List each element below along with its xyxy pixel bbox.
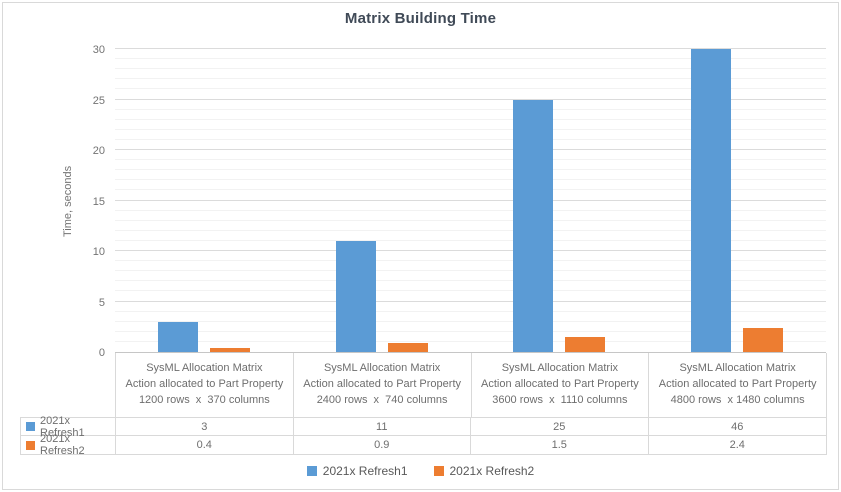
bar-series2-group1 — [209, 347, 250, 352]
minor-gridline — [115, 58, 826, 60]
major-gridline — [115, 250, 826, 251]
minor-gridline — [115, 118, 826, 120]
table-value-series2-group2: 0.9 — [294, 436, 471, 454]
minor-gridline — [115, 169, 826, 171]
bar-series1-group3 — [513, 99, 554, 352]
data-table: 2021x Refresh1 3 11 25 46 2021x Refresh2 0.4 0.… — [20, 414, 827, 457]
legend-label: 2021x Refresh2 — [449, 464, 535, 478]
major-gridline — [115, 149, 826, 150]
legend-label: 2021x Refresh1 — [322, 464, 408, 478]
table-value-series1-group3: 25 — [471, 418, 649, 436]
category-label-4: SysML Allocation Matrix Action allocated … — [649, 353, 827, 417]
x-axis-category-labels: SysML Allocation Matrix Action allocated … — [115, 353, 827, 417]
minor-gridline — [115, 159, 826, 161]
bar-series2-group2 — [387, 342, 428, 352]
minor-gridline — [115, 68, 826, 70]
legend-item-series2: 2021x Refresh2 — [433, 464, 535, 478]
table-value-series1-group1: 3 — [116, 418, 294, 436]
legend-item-series1: 2021x Refresh1 — [306, 464, 408, 478]
table-value-series2-group4: 2.4 — [729, 439, 745, 451]
y-tick-label-10: 10 — [92, 246, 105, 258]
category-label-2: SysML Allocation Matrix Action allocated … — [294, 353, 472, 417]
minor-gridline — [115, 340, 826, 342]
y-tick-label-5: 5 — [98, 296, 105, 309]
y-tick-label-25: 25 — [92, 94, 105, 107]
table-value-series1-group2: 11 — [293, 418, 471, 436]
minor-gridline — [115, 229, 826, 231]
table-value-series1-group4: 46 — [648, 418, 826, 436]
minor-gridline — [115, 189, 826, 191]
legend: 2021x Refresh1 2021x Refresh2 — [0, 461, 841, 481]
plot-area — [115, 48, 826, 353]
category-label-3: SysML Allocation Matrix Action allocated … — [472, 353, 650, 417]
bar-series1-group2 — [335, 240, 376, 352]
table-value-series2-group3: 1.5 — [471, 436, 649, 454]
legend-swatch-icon — [306, 466, 317, 476]
y-tick-label-15: 15 — [92, 195, 105, 208]
table-row-label-series1: 2021x Refresh1 — [21, 414, 116, 439]
major-gridline — [115, 300, 826, 302]
major-gridline — [115, 98, 826, 100]
minor-gridline — [115, 209, 826, 211]
series-swatch-icon — [26, 440, 35, 450]
category-label-1: SysML Allocation Matrix Action allocated … — [116, 353, 294, 417]
minor-gridline — [115, 270, 826, 272]
minor-gridline — [115, 290, 826, 292]
bar-series1-group1 — [157, 321, 198, 352]
series-name: 2021x Refresh2 — [40, 433, 85, 457]
minor-gridline — [115, 88, 826, 90]
major-gridline — [115, 199, 826, 201]
minor-gridline — [115, 330, 826, 332]
minor-gridline — [115, 219, 826, 221]
chart-title: Matrix Building Time — [344, 10, 497, 27]
bar-series2-group4 — [743, 327, 784, 352]
minor-gridline — [115, 320, 826, 322]
minor-gridline — [115, 260, 826, 262]
series-name: 2021x Refresh1 — [40, 414, 85, 439]
bar-series1-group4 — [691, 49, 732, 352]
y-tick-label-20: 20 — [92, 145, 105, 157]
table-value-series2-group1: 0.4 — [116, 436, 294, 454]
table-row-label-series2: 2021x Refresh2 — [21, 433, 116, 457]
minor-gridline — [115, 108, 826, 110]
minor-gridline — [115, 179, 826, 181]
legend-swatch-icon — [433, 466, 444, 476]
minor-gridline — [115, 239, 826, 241]
series-swatch-icon — [26, 422, 35, 431]
minor-gridline — [115, 280, 826, 282]
minor-gridline — [115, 310, 826, 312]
minor-gridline — [115, 78, 826, 80]
y-tick-label-0: 0 — [98, 347, 105, 359]
minor-gridline — [115, 128, 826, 130]
minor-gridline — [115, 138, 826, 140]
bar-series2-group3 — [565, 336, 606, 352]
major-gridline — [115, 48, 826, 49]
y-tick-label-30: 30 — [92, 44, 105, 56]
